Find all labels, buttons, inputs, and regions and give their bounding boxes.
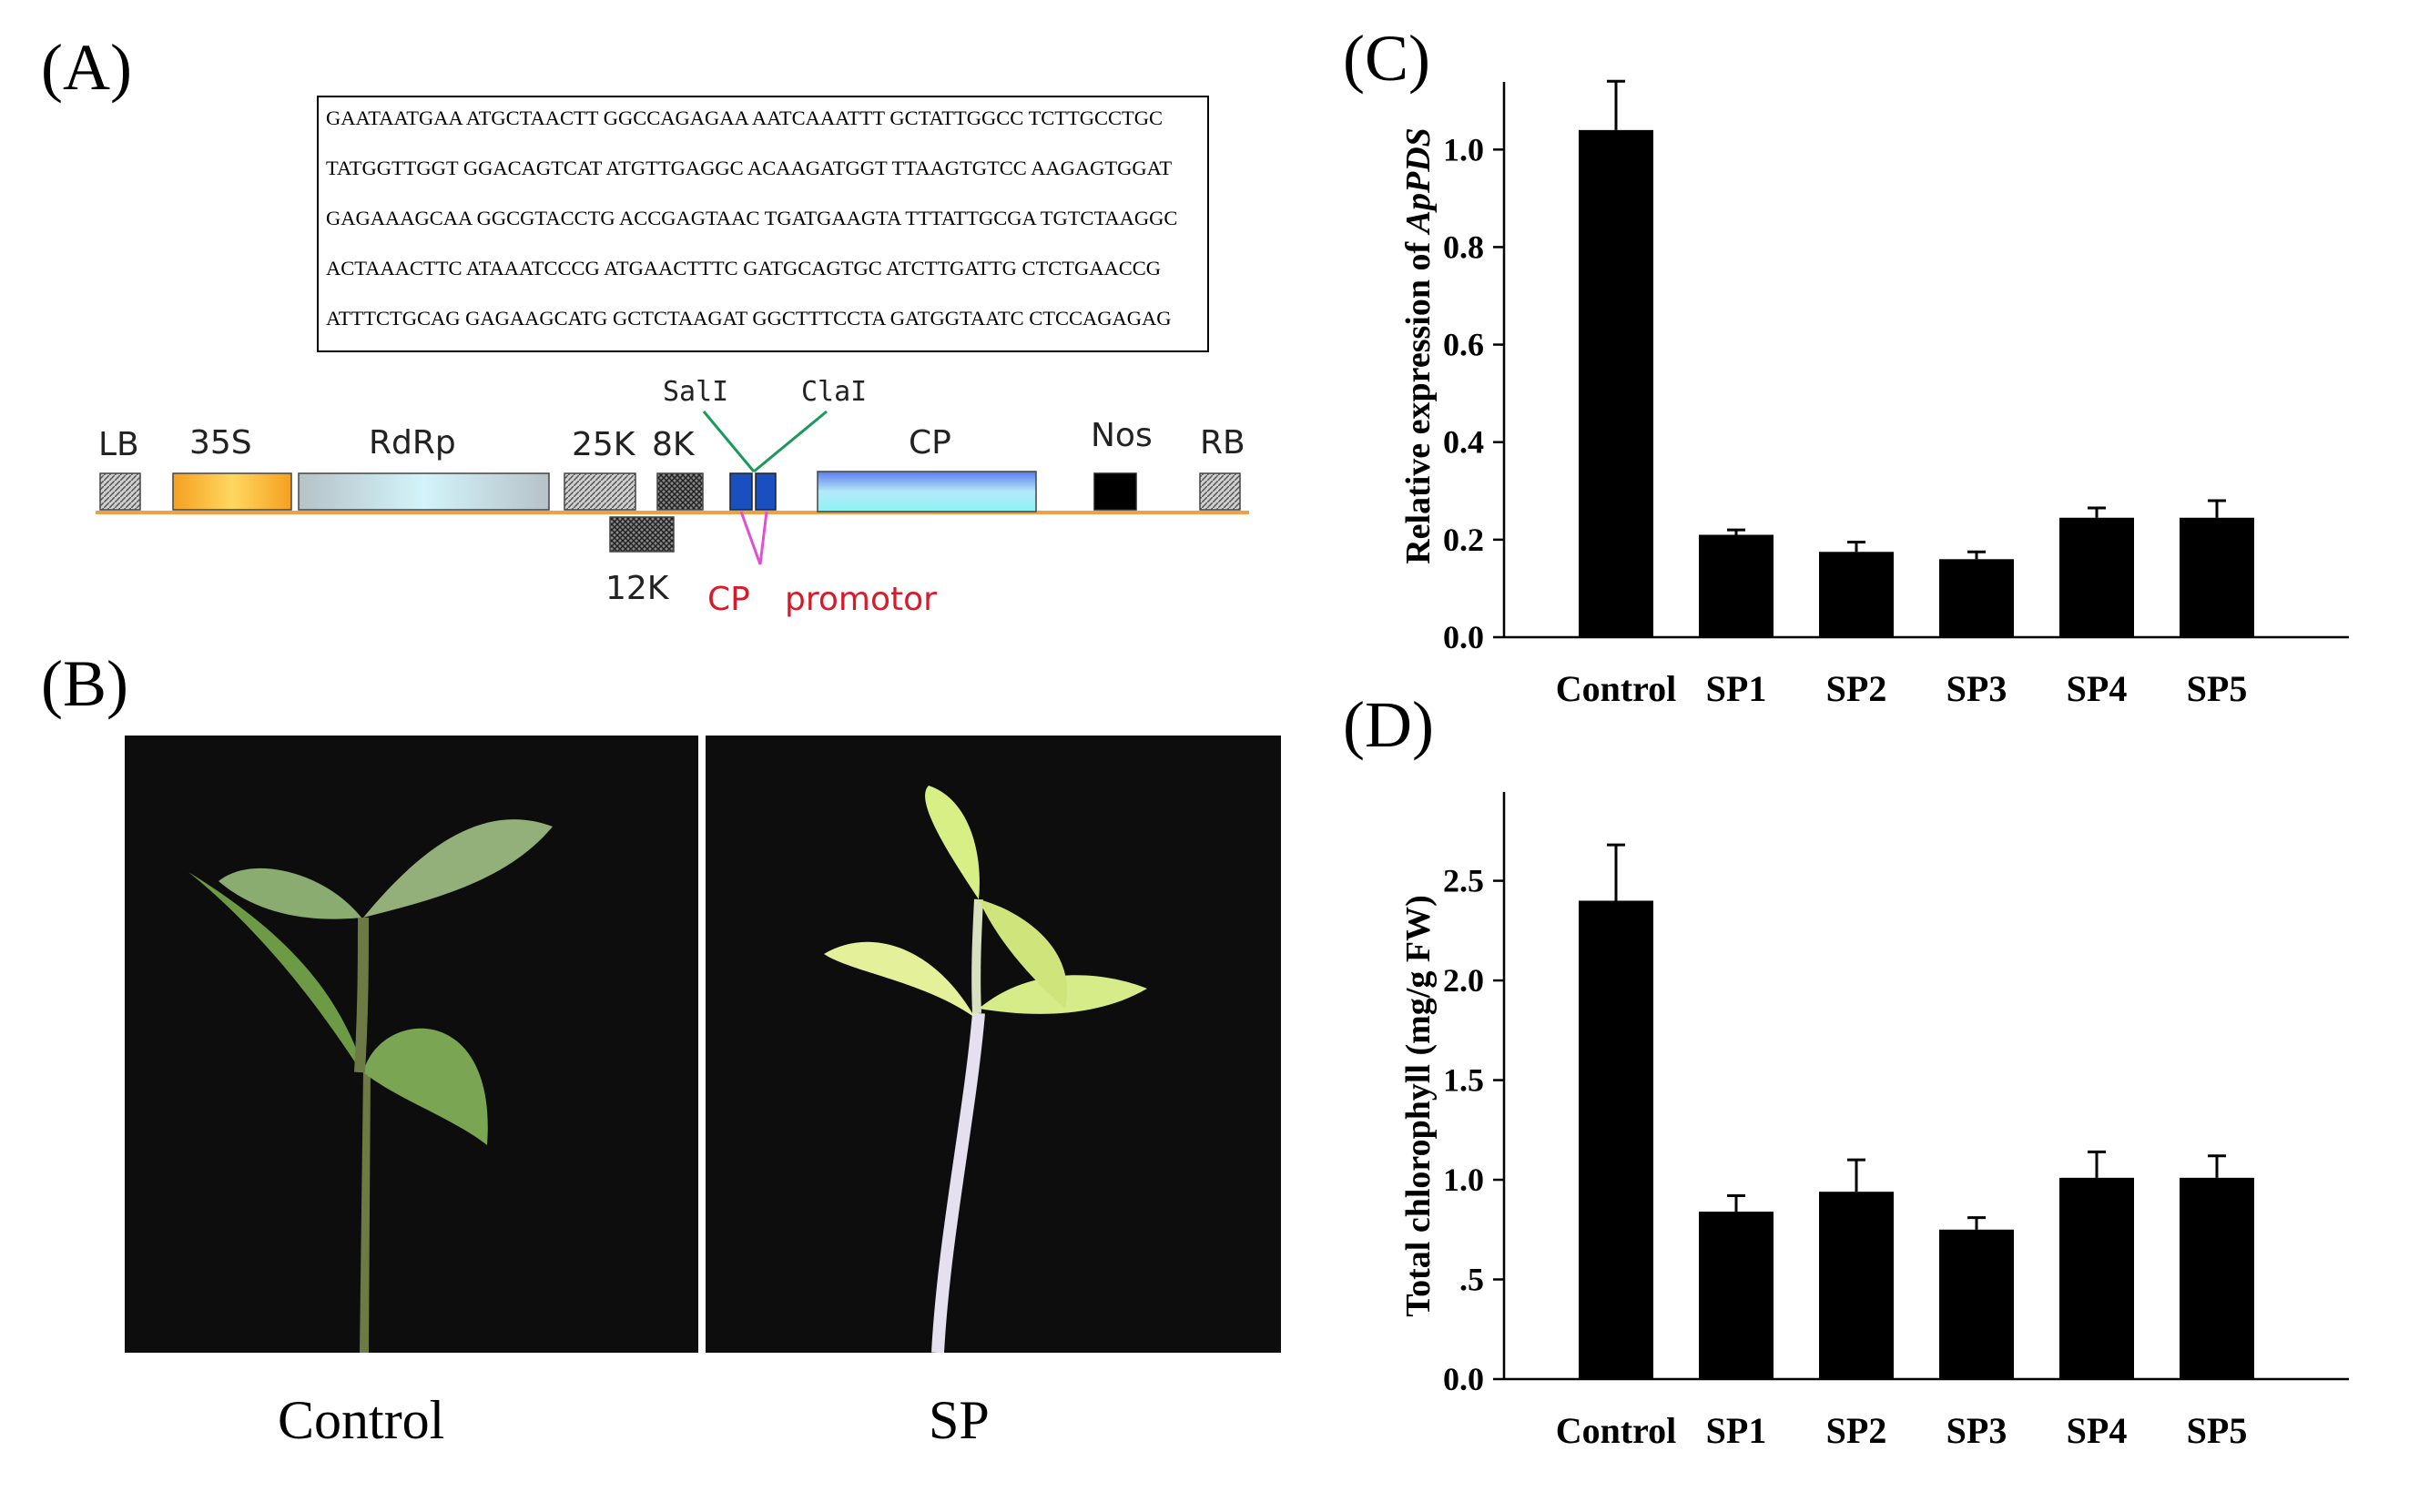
chart-d-bar-sp2 [1819,1192,1894,1379]
chart-c-y-tick-label: 0.4 [1443,424,1484,461]
map-label-lb: LB [98,426,139,463]
chart-c-category-label: SP3 [1946,668,2007,709]
chart-c: Control SP1 SP2 SP3 SP4 SP5 0.0 0.2 0.4 0.6 0.8 1.0… [1399,79,2349,709]
chart-d: Control SP1 SP2 SP3 SP4 SP50.0.51.01.52.02.5 … [1399,792,2349,1451]
chart-d-category-label: Control [1556,1410,1677,1451]
chart-c-y-tick-label: 0.0 [1443,619,1484,655]
panel-label-d: (D) [1343,688,1434,761]
control-caption: Control [278,1390,445,1450]
chart-c-category-label: SP5 [2187,668,2248,709]
sequence-line: GAGAAAGCAA GGCGTACCTG ACCGAGTAAC TGATGAA… [326,207,1178,229]
map-label-8k: 8K [652,426,696,463]
chart-c-bar-sp1 [1699,534,1774,637]
chart-d-y-tick-label: 1.5 [1443,1062,1484,1099]
panel-label-a: (A) [41,31,132,104]
promoter-label-cp: CP [707,581,750,618]
map-label-35s: 35S [189,424,252,462]
chart-c-ylabel: Relative expression of ApPDS [1399,127,1438,564]
map-label-rdrp: RdRp [369,424,456,462]
map-label-25k: 25K [572,426,636,463]
chart-d-category-label: SP4 [2067,1410,2128,1451]
promoter-label-word: promotor [785,581,937,618]
control-seedling-photo [125,736,698,1353]
chart-d-category-label: SP1 [1706,1410,1767,1451]
rb-box [1199,472,1241,511]
sali-site-line [702,411,756,472]
chart-d-category-label: SP2 [1826,1410,1887,1451]
cp-box [817,471,1037,512]
chart-c-bar-control [1579,129,1653,637]
chart-c-category-label: Control [1556,668,1677,709]
sp-caption: SP [929,1390,990,1450]
chart-d-bar-sp3 [1939,1229,2014,1379]
chart-c-y-tick-label: 0.6 [1443,327,1484,363]
panel-label-c: (C) [1343,22,1430,95]
35s-box [172,472,292,511]
12k-box [609,516,675,553]
chart-d-y-tick-label: 1.0 [1443,1162,1484,1198]
chart-d-y-tick-label: 2.5 [1443,863,1484,899]
chart-d-y-tick-label: 0.0 [1443,1361,1484,1397]
chart-d-bar-sp4 [2059,1177,2134,1379]
clai-site-line [753,410,828,473]
map-label-nos: Nos [1091,417,1153,454]
chart-d-y-tick-label: .5 [1459,1262,1484,1298]
chart-d-bar-control [1579,900,1653,1379]
sequence-line: ACTAAACTTC ATAAATCCCG ATGAACTTTC GATGCAG… [326,257,1162,279]
insert-box-right [755,472,777,511]
sp-seedling-image [706,736,1281,1353]
chart-c-bar-sp2 [1819,552,1894,637]
chart-c-bar-sp3 [1939,559,2014,637]
chart-d-category-label: SP5 [2187,1410,2248,1451]
8k-box [656,472,704,511]
lb-box [99,472,141,511]
chart-d-bar-sp5 [2180,1177,2254,1379]
sp-seedling-photo [706,736,1281,1353]
chart-d-ylabel: Total chlorophyll (mg/g FW) [1399,895,1438,1316]
chart-c-y-tick-label: 0.8 [1443,228,1484,265]
site-label-sali: SalI [663,376,728,408]
sequence-line: TATGGTTGGT GGACAGTCAT ATGTTGAGGC ACAAGAT… [326,157,1173,179]
rdrp-box [298,472,550,511]
insert-box-left [729,472,753,511]
chart-c-bar-sp5 [2180,517,2254,637]
chart-d-y-tick-label: 2.0 [1443,962,1484,999]
chart-c-category-label: SP4 [2067,668,2128,709]
chart-d-category-label: SP3 [1946,1410,2007,1451]
map-label-cp: CP [909,424,951,462]
chart-c-category-label: SP1 [1706,668,1767,709]
cp-promoter-lines [739,511,768,565]
sequence-line: ATTTCTGCAG GAGAAGCATG GCTCTAAGAT GGCTTTC… [326,307,1172,330]
site-label-clai: ClaI [801,376,867,408]
map-label-rb: RB [1200,424,1245,462]
sequence-box: GAATAATGAA ATGCTAACTT GGCCAGAGAA AATCAAA… [317,96,1209,352]
chart-c-bar-sp4 [2059,517,2134,637]
control-seedling-image [125,736,698,1353]
25k-box [564,472,636,511]
chart-c-y-tick-label: 1.0 [1443,131,1484,167]
chart-d-bar-sp1 [1699,1212,1774,1379]
map-label-12k: 12K [605,570,670,607]
nos-box [1093,472,1137,511]
chart-c-category-label: SP2 [1826,668,1887,709]
vector-map: LB 35S RdRp 25K 8K CP Nos RB 12K SalI Cl… [96,376,1249,618]
panel-label-b: (B) [41,647,128,720]
sequence-line: GAATAATGAA ATGCTAACTT GGCCAGAGAA AATCAAA… [326,107,1164,129]
chart-c-y-tick-label: 0.2 [1443,522,1484,558]
